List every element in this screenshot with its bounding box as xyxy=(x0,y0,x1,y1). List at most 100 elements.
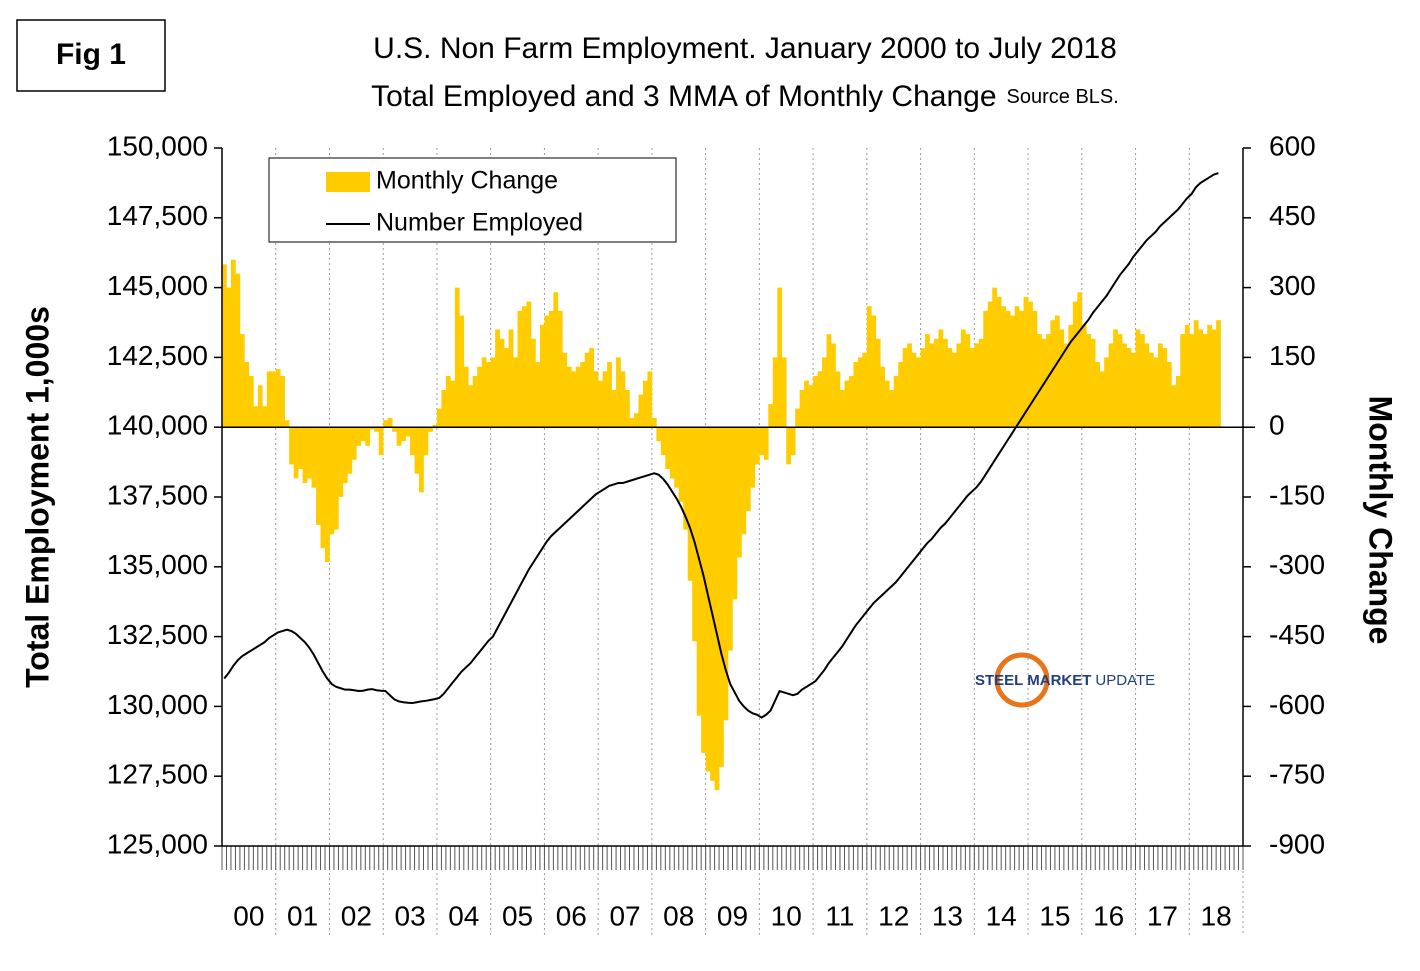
bar xyxy=(423,427,429,456)
bar xyxy=(477,366,483,428)
bar xyxy=(248,376,254,428)
bar xyxy=(360,427,366,442)
bar xyxy=(696,427,702,716)
bar xyxy=(974,343,980,428)
bar xyxy=(1032,310,1038,428)
bar xyxy=(1157,343,1163,428)
bar xyxy=(750,427,756,488)
bar xyxy=(481,357,487,428)
bar xyxy=(781,357,787,428)
bar xyxy=(441,389,447,428)
x-tick-label: 08 xyxy=(663,900,694,931)
bar xyxy=(302,427,308,484)
x-tick-label: 02 xyxy=(341,900,372,931)
y-tick-label: 140,000 xyxy=(107,410,208,441)
x-tick-label: 12 xyxy=(878,900,909,931)
bar xyxy=(548,310,554,428)
bar xyxy=(616,357,621,428)
bar xyxy=(230,259,236,428)
bar xyxy=(844,380,850,428)
bar xyxy=(875,338,881,428)
bar xyxy=(557,310,563,428)
bar xyxy=(293,427,299,479)
bar xyxy=(1189,334,1195,428)
bar xyxy=(513,357,518,428)
bar xyxy=(508,329,514,428)
bar xyxy=(790,427,796,456)
bar xyxy=(642,380,648,428)
bar xyxy=(880,366,886,428)
bar xyxy=(898,362,903,428)
bar xyxy=(777,287,783,428)
bar xyxy=(1068,324,1074,428)
chart-subtitle: Total Employed and 3 MMA of Monthly Chan… xyxy=(371,80,996,113)
bar xyxy=(580,362,586,428)
bar xyxy=(289,427,294,465)
bar xyxy=(356,427,362,446)
y-tick-label: 125,000 xyxy=(107,828,208,859)
x-tick-label: 04 xyxy=(448,900,479,931)
bar xyxy=(562,352,568,428)
watermark-normal: UPDATE xyxy=(1095,672,1155,689)
bar xyxy=(992,287,998,428)
bar xyxy=(454,287,460,428)
bar xyxy=(432,424,438,428)
bar xyxy=(405,427,411,437)
bar xyxy=(463,366,469,428)
x-tick-label: 16 xyxy=(1093,900,1124,931)
bar xyxy=(1077,292,1083,428)
bar xyxy=(222,264,227,428)
bar xyxy=(1126,348,1132,428)
bar xyxy=(472,376,478,428)
bar xyxy=(459,315,465,428)
bar xyxy=(916,357,921,428)
y2-tick-label: -150 xyxy=(1269,479,1325,510)
bar xyxy=(365,427,371,446)
bar xyxy=(468,385,474,428)
bar xyxy=(1050,320,1056,428)
x-tick-label: 11 xyxy=(825,900,854,931)
bar xyxy=(934,338,939,428)
bar xyxy=(822,357,827,428)
bar xyxy=(392,427,397,432)
bar xyxy=(947,348,953,428)
bar xyxy=(275,369,281,428)
y-tick-label: 130,000 xyxy=(107,689,208,720)
bar xyxy=(710,427,715,781)
x-tick-label: 06 xyxy=(556,900,587,931)
bar xyxy=(902,348,908,428)
bar xyxy=(1001,306,1006,428)
bar xyxy=(866,306,872,428)
bar xyxy=(436,408,442,428)
y2-tick-label: 450 xyxy=(1269,200,1316,231)
bar xyxy=(871,315,877,428)
y-tick-label: 142,500 xyxy=(107,340,208,371)
y2-tick-label: -900 xyxy=(1269,828,1325,859)
bar xyxy=(1131,352,1136,428)
y2-tick-label: 0 xyxy=(1269,410,1285,441)
bar xyxy=(262,406,268,428)
bar xyxy=(620,371,626,428)
bar xyxy=(1216,320,1221,428)
bar xyxy=(996,296,1002,428)
bar xyxy=(1095,362,1101,428)
bar xyxy=(1086,334,1092,428)
bar xyxy=(526,301,532,428)
bar xyxy=(831,343,836,428)
x-tick-label: 14 xyxy=(986,900,1017,931)
bar xyxy=(669,427,675,479)
watermark-bold: STEEL MARKET xyxy=(975,672,1091,689)
x-tick-label: 00 xyxy=(233,900,264,931)
bar xyxy=(786,427,792,465)
bar xyxy=(1211,329,1217,428)
bar xyxy=(759,427,765,456)
bar xyxy=(678,427,684,502)
x-tick-label: 07 xyxy=(609,900,640,931)
bar xyxy=(714,427,720,791)
bar xyxy=(1023,296,1029,428)
bar xyxy=(692,427,697,642)
bar xyxy=(535,362,541,428)
bar xyxy=(741,427,747,535)
bar xyxy=(674,427,680,488)
